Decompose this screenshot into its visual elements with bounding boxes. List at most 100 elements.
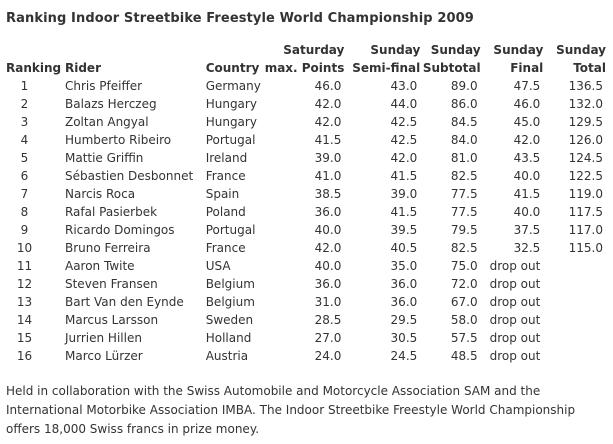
table-row: 12 Steven Fransen Belgium 36.0 36.0 72.0 drop …: [6, 275, 606, 293]
cell-total: [543, 293, 606, 311]
cell-country: Holland: [205, 331, 252, 345]
cell-subtotal: 67.0: [450, 295, 478, 309]
cell-country: Portugal: [205, 223, 256, 237]
cell-rider: Steven Fransen: [64, 277, 158, 291]
cell-rider: Narcis Roca: [64, 187, 136, 201]
cell-total: 122.5: [568, 169, 603, 183]
cell-final: drop out: [489, 331, 541, 345]
header-ranking: Ranking: [6, 61, 62, 75]
cell-saturday-points: 31.0: [314, 295, 342, 309]
cell-saturday-points: 41.0: [314, 169, 342, 183]
header-semifinal-line1: Sunday: [370, 43, 421, 57]
header-sunday-total: Sunday Total: [543, 41, 606, 77]
cell-rider: Ricardo Domingos: [64, 223, 175, 237]
table-row: 11 Aaron Twite USA 40.0 35.0 75.0 drop out: [6, 257, 606, 275]
cell-final: drop out: [489, 313, 541, 327]
cell-saturday-points: 28.5: [314, 313, 342, 327]
cell-final: 41.5: [513, 187, 541, 201]
cell-rank: 16: [16, 349, 33, 363]
header-semifinal-line2: Semi-final: [352, 61, 421, 75]
cell-rank: 9: [20, 223, 29, 237]
cell-saturday-points: 42.0: [314, 115, 342, 129]
table-row: 6 Sébastien Desbonnet France 41.0 41.5 82.5 40…: [6, 167, 606, 185]
cell-rank: 10: [16, 241, 33, 255]
cell-subtotal: 75.0: [450, 259, 478, 273]
cell-rank: 6: [20, 169, 29, 183]
cell-final: 43.5: [513, 151, 541, 165]
cell-rider: Aaron Twite: [64, 259, 135, 273]
header-sunday-subtotal: Sunday Subtotal: [420, 41, 481, 77]
table-header-row: Ranking Rider Country Saturday max. Poin…: [6, 41, 606, 77]
cell-rider: Chris Pfeiffer: [64, 79, 143, 93]
cell-country: Belgium: [205, 295, 255, 309]
cell-subtotal: 84.5: [450, 115, 478, 129]
cell-rider: Marcus Larsson: [64, 313, 159, 327]
header-subtotal-line1: Sunday: [430, 43, 481, 57]
cell-saturday-points: 46.0: [314, 79, 342, 93]
table-row: 1 Chris Pfeiffer Germany 46.0 43.0 89.0 47.5 13…: [6, 77, 606, 95]
cell-rank: 11: [16, 259, 33, 273]
cell-country: France: [205, 169, 246, 183]
cell-total: 115.0: [568, 241, 603, 255]
cell-rank: 15: [16, 331, 33, 345]
cell-semifinal: 29.5: [390, 313, 418, 327]
cell-country: Spain: [205, 187, 240, 201]
table-body: 1 Chris Pfeiffer Germany 46.0 43.0 89.0 47.5 13…: [6, 77, 606, 365]
cell-rider: Rafal Pasierbek: [64, 205, 158, 219]
ranking-table: Ranking Rider Country Saturday max. Poin…: [6, 41, 606, 365]
cell-final: 40.0: [513, 169, 541, 183]
cell-subtotal: 58.0: [450, 313, 478, 327]
cell-rider: Zoltan Angyal: [64, 115, 149, 129]
table-row: 14 Marcus Larsson Sweden 28.5 29.5 58.0 drop o…: [6, 311, 606, 329]
header-final-line2: Final: [510, 61, 544, 75]
cell-total: 117.5: [568, 205, 603, 219]
header-sunday-final: Sunday Final: [481, 41, 544, 77]
header-saturday-line1: Saturday: [283, 43, 345, 57]
page-title: Ranking Indoor Streetbike Freestyle Worl…: [6, 11, 474, 26]
cell-total: 124.5: [568, 151, 603, 165]
cell-semifinal: 42.0: [390, 151, 418, 165]
cell-total: [543, 329, 606, 347]
cell-subtotal: 89.0: [450, 79, 478, 93]
cell-semifinal: 39.5: [390, 223, 418, 237]
table-row: 8 Rafal Pasierbek Poland 36.0 41.5 77.5 40.0 11…: [6, 203, 606, 221]
cell-semifinal: 39.0: [390, 187, 418, 201]
cell-rider: Jurrien Hillen: [64, 331, 142, 345]
table-row: 4 Humberto Ribeiro Portugal 41.5 42.5 84.0 42.…: [6, 131, 606, 149]
cell-total: 117.0: [568, 223, 603, 237]
cell-country: Hungary: [205, 97, 257, 111]
cell-final: drop out: [489, 277, 541, 291]
cell-country: Poland: [205, 205, 246, 219]
cell-total: [543, 257, 606, 275]
cell-semifinal: 41.5: [390, 169, 418, 183]
cell-total: 119.0: [568, 187, 603, 201]
cell-saturday-points: 36.0: [314, 277, 342, 291]
cell-semifinal: 24.5: [390, 349, 418, 363]
cell-rider: Bruno Ferreira: [64, 241, 151, 255]
cell-country: Belgium: [205, 277, 255, 291]
header-total-line2: Total: [573, 61, 606, 75]
cell-saturday-points: 42.0: [314, 241, 342, 255]
cell-subtotal: 77.5: [450, 205, 478, 219]
cell-rider: Marco Lürzer: [64, 349, 143, 363]
cell-semifinal: 43.0: [390, 79, 418, 93]
header-saturday-points: Saturday max. Points: [265, 41, 345, 77]
cell-subtotal: 72.0: [450, 277, 478, 291]
cell-total: [543, 275, 606, 293]
cell-subtotal: 82.5: [450, 169, 478, 183]
header-subtotal-line2: Subtotal: [422, 61, 481, 75]
cell-rank: 12: [16, 277, 33, 291]
table-row: 10 Bruno Ferreira France 42.0 40.5 82.5 32.5 11…: [6, 239, 606, 257]
table-row: 3 Zoltan Angyal Hungary 42.0 42.5 84.5 45.0 129…: [6, 113, 606, 131]
table-row: 16 Marco Lürzer Austria 24.0 24.5 48.5 drop ou…: [6, 347, 606, 365]
cell-saturday-points: 42.0: [314, 97, 342, 111]
cell-semifinal: 36.0: [390, 295, 418, 309]
table-row: 9 Ricardo Domingos Portugal 40.0 39.5 79.5 37.…: [6, 221, 606, 239]
cell-total: [543, 347, 606, 365]
header-total-line1: Sunday: [556, 43, 606, 57]
footnote: Held in collaboration with the Swiss Aut…: [6, 384, 576, 436]
cell-subtotal: 79.5: [450, 223, 478, 237]
cell-rank: 8: [20, 205, 29, 219]
cell-country: Austria: [205, 349, 249, 363]
cell-subtotal: 82.5: [450, 241, 478, 255]
